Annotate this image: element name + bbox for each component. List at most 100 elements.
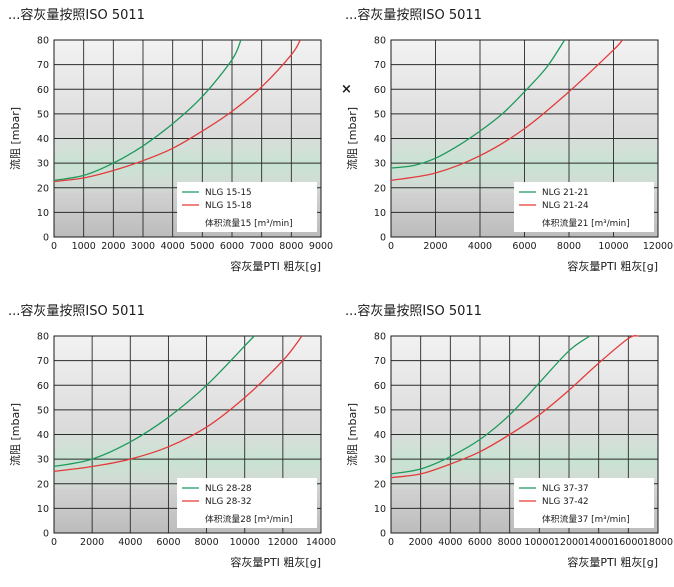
- chart-svg: 0 2000 4000 6000 8000 10000 12000 0 10 20 30 40 50 60…: [345, 36, 673, 274]
- close-mark: ×: [341, 82, 352, 97]
- legend-label: NLG 21-24: [542, 201, 589, 211]
- x-tick-label: 4000: [468, 241, 492, 252]
- x-axis-label: 容灰量PTI 粗灰[g]: [230, 555, 321, 569]
- x-tick-label: 12000: [554, 537, 584, 548]
- y-tick-label: 80: [374, 332, 386, 343]
- x-tick-label: 5000: [190, 241, 214, 252]
- y-tick-label: 60: [37, 381, 49, 392]
- y-tick-label: 10: [37, 504, 49, 515]
- series-line: [390, 39, 623, 182]
- x-tick-label: 8000: [194, 537, 218, 548]
- legend-label: NLG 28-28: [205, 484, 252, 494]
- x-tick-label: 0: [51, 241, 57, 252]
- y-axis-label: 流阻 [mbar]: [345, 403, 359, 466]
- y-tick-label: 0: [43, 233, 49, 244]
- y-tick-label: 70: [37, 356, 49, 367]
- series-line: [390, 335, 591, 475]
- y-tick-label: 20: [374, 183, 386, 194]
- legend-label: NLG 37-37: [542, 484, 589, 494]
- y-tick-label: 50: [374, 405, 386, 416]
- y-tick-label: 60: [374, 381, 386, 392]
- y-tick-label: 20: [37, 183, 49, 194]
- x-tick-label: 8000: [557, 241, 581, 252]
- chart-panel-3: ...容灰量按照ISO 5011 0 2000 4000 6000 8000 10000 1…: [0, 296, 337, 587]
- y-tick-label: 50: [37, 109, 49, 120]
- legend-box: [514, 478, 654, 528]
- plot-frame: [53, 335, 322, 534]
- plot-frame: [53, 39, 322, 238]
- y-tick-label: 0: [380, 529, 386, 540]
- y-tick-label: 50: [374, 109, 386, 120]
- chart-title: ...容灰量按照ISO 5011: [8, 8, 145, 23]
- y-tick-label: 70: [374, 60, 386, 71]
- x-tick-label: 2000: [423, 241, 447, 252]
- series-line: [390, 335, 639, 479]
- y-tick-label: 40: [37, 134, 49, 145]
- x-tick-label: 10000: [598, 241, 628, 252]
- legend-box: [177, 182, 317, 232]
- chart-title: ...容灰量按照ISO 5011: [8, 304, 145, 319]
- series-line: [390, 39, 566, 169]
- x-tick-label: 0: [388, 241, 394, 252]
- x-tick-label: 6000: [468, 537, 492, 548]
- y-tick-label: 80: [374, 36, 386, 47]
- y-tick-label: 30: [374, 455, 386, 466]
- x-tick-label: 2000: [80, 537, 104, 548]
- x-tick-label: 10000: [230, 537, 260, 548]
- legend-note: 体积流量21 [m³/min]: [542, 217, 630, 229]
- x-tick-label: 3000: [131, 241, 155, 252]
- y-tick-label: 60: [374, 85, 386, 96]
- legend-label: NLG 15-18: [205, 201, 252, 211]
- series-line: [53, 335, 255, 468]
- x-tick-label: 12000: [268, 537, 298, 548]
- y-axis-label: 流阻 [mbar]: [8, 403, 22, 466]
- x-tick-label: 2000: [409, 537, 433, 548]
- x-tick-label: 14000: [584, 537, 614, 548]
- y-tick-label: 0: [380, 233, 386, 244]
- legend-label: NLG 21-21: [542, 188, 589, 198]
- legend-note: 体积流量28 [m³/min]: [205, 513, 293, 525]
- y-tick-label: 50: [37, 405, 49, 416]
- x-tick-label: 6000: [156, 537, 180, 548]
- plot-frame: [390, 39, 659, 238]
- y-tick-label: 40: [374, 134, 386, 145]
- y-tick-label: 0: [43, 529, 49, 540]
- y-tick-label: 30: [374, 159, 386, 170]
- x-tick-label: 16000: [613, 537, 643, 548]
- legend-box: [177, 478, 317, 528]
- y-tick-label: 80: [37, 36, 49, 47]
- x-tick-label: 8000: [498, 537, 522, 548]
- y-tick-label: 20: [374, 479, 386, 490]
- chart-svg: 0 1000 2000 3000 4000 5000 6000 7000 8000 9000 0 10…: [8, 36, 333, 274]
- y-axis-label: 流阻 [mbar]: [8, 107, 22, 170]
- x-tick-label: 10000: [524, 537, 554, 548]
- x-tick-label: 8000: [279, 241, 303, 252]
- x-tick-label: 9000: [309, 241, 333, 252]
- x-tick-label: 6000: [512, 241, 536, 252]
- y-tick-label: 10: [374, 504, 386, 515]
- legend-box: [514, 182, 654, 232]
- chart-svg: 0 2000 4000 6000 8000 10000 12000 14000 16000 180…: [345, 332, 673, 570]
- chart-panel-1: ...容灰量按照ISO 5011 0 1000 2000 3000 4000 5000 60…: [0, 0, 337, 291]
- x-tick-label: 12000: [643, 241, 673, 252]
- y-tick-label: 10: [374, 208, 386, 219]
- chart-panel-2: ...容灰量按照ISO 5011 0 2000 4000 6000 8000 10000 1…: [337, 0, 674, 291]
- series-line: [53, 335, 303, 473]
- x-axis-label: 容灰量PTI 粗灰[g]: [230, 259, 321, 273]
- chart-svg: 0 2000 4000 6000 8000 10000 12000 14000 0 10 20 30 4…: [8, 332, 336, 570]
- y-tick-label: 30: [37, 455, 49, 466]
- y-tick-label: 40: [374, 430, 386, 441]
- x-tick-label: 2000: [101, 241, 125, 252]
- y-tick-label: 10: [37, 208, 49, 219]
- x-tick-label: 0: [51, 537, 57, 548]
- x-tick-label: 14000: [306, 537, 336, 548]
- x-tick-label: 18000: [643, 537, 673, 548]
- y-tick-label: 40: [37, 430, 49, 441]
- y-tick-label: 80: [37, 332, 49, 343]
- legend-label: NLG 15-15: [205, 188, 252, 198]
- y-tick-label: 30: [37, 159, 49, 170]
- plot-frame: [390, 335, 659, 534]
- legend-label: NLG 37-42: [542, 497, 589, 507]
- x-tick-label: 4000: [118, 537, 142, 548]
- y-tick-label: 20: [37, 479, 49, 490]
